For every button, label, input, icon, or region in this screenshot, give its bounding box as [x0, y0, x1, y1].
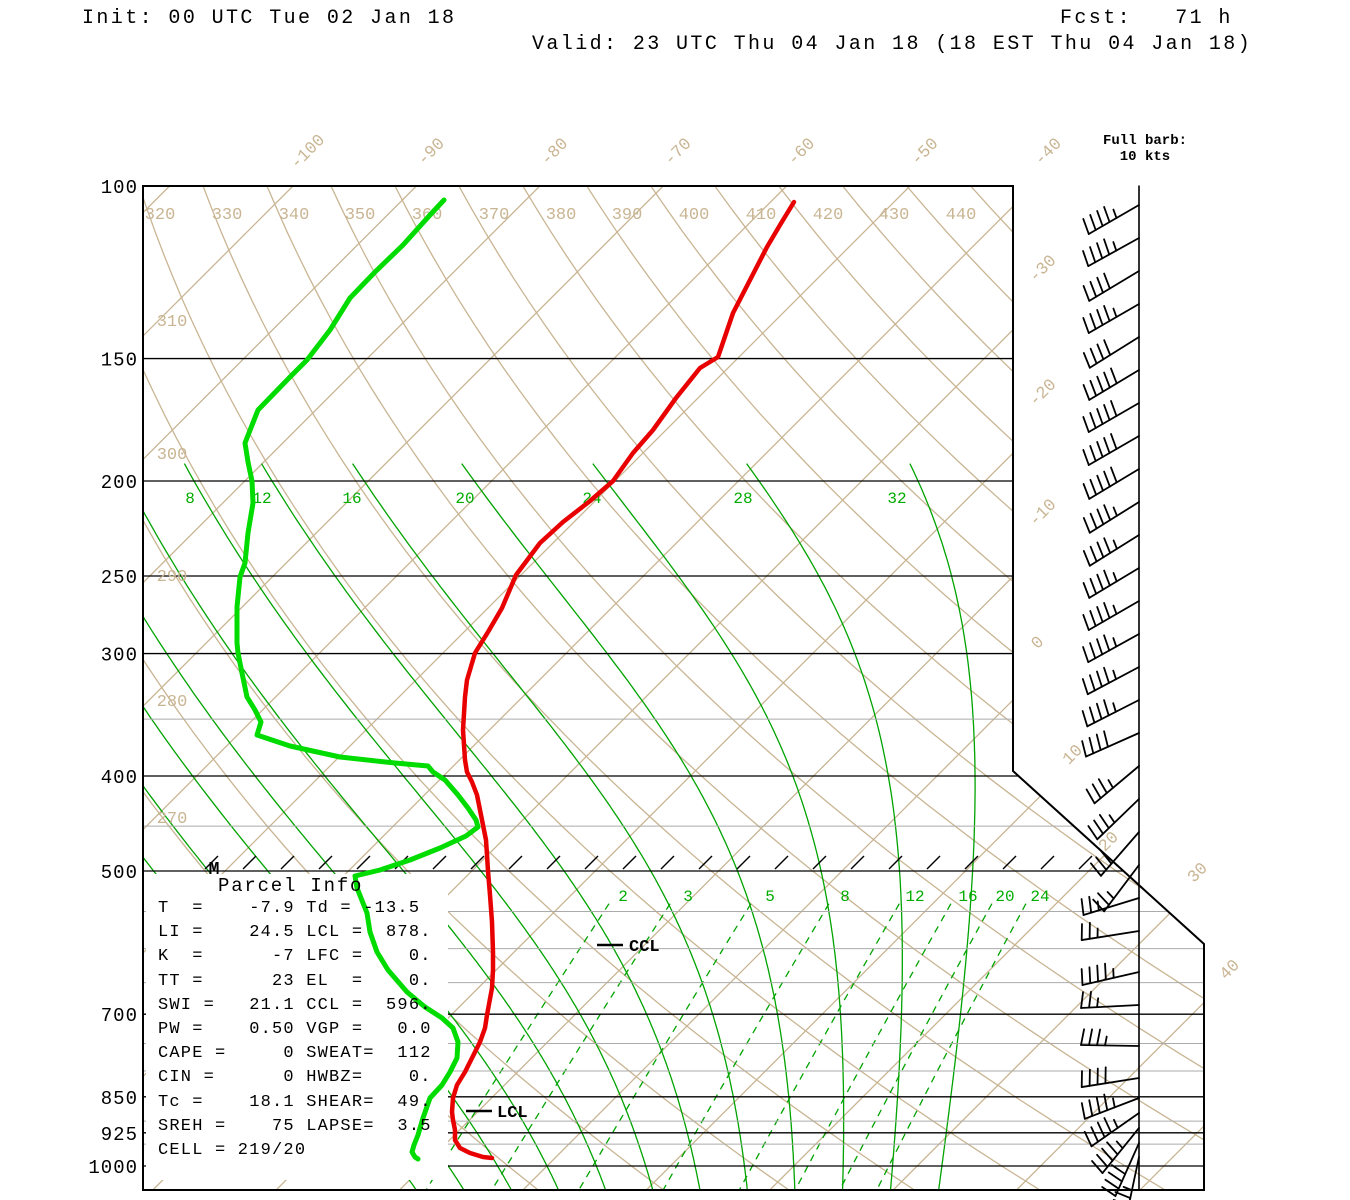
- svg-text:8: 8: [840, 888, 850, 906]
- svg-text:8: 8: [185, 490, 195, 508]
- svg-text:400: 400: [101, 767, 138, 789]
- svg-text:250: 250: [101, 567, 138, 589]
- svg-text:20: 20: [1096, 829, 1124, 857]
- svg-text:0: 0: [1028, 633, 1049, 654]
- svg-text:400: 400: [679, 206, 710, 225]
- svg-text:16: 16: [342, 490, 361, 508]
- svg-text:-80: -80: [538, 135, 573, 170]
- svg-text:390: 390: [612, 206, 643, 225]
- parcel-info-row: PW = 0.50 VGP = 0.0: [158, 1020, 432, 1040]
- svg-text:-50: -50: [908, 135, 943, 170]
- svg-text:100: 100: [101, 177, 138, 199]
- svg-text:370: 370: [479, 206, 510, 225]
- parcel-info-row: CIN = 0 HWBZ= 0.: [158, 1068, 432, 1088]
- svg-text:-70: -70: [661, 135, 696, 170]
- mixing-ratio-lines: [425, 903, 1027, 1190]
- svg-text:12: 12: [252, 490, 271, 508]
- chart-background: [143, 186, 1204, 1190]
- svg-text:380: 380: [546, 206, 577, 225]
- parcel-info-blank-box: [146, 874, 448, 1180]
- svg-text:24: 24: [1030, 888, 1049, 906]
- wind-barb-column: [1080, 185, 1140, 1200]
- svg-text:28: 28: [733, 490, 752, 508]
- svg-text:30: 30: [1185, 860, 1213, 888]
- parcel-info-row: T = -7.9 Td = -13.5: [158, 899, 421, 918]
- svg-text:LCL: LCL: [497, 1104, 528, 1123]
- svg-text:280: 280: [157, 693, 188, 712]
- svg-text:330: 330: [212, 206, 243, 225]
- svg-text:20: 20: [455, 490, 474, 508]
- parcel-info-row: SREH = 75 LAPSE= 3.5: [158, 1116, 432, 1136]
- legend-line2: 10 kts: [1119, 149, 1171, 165]
- svg-text:16: 16: [958, 888, 977, 906]
- svg-text:5: 5: [765, 888, 775, 906]
- svg-text:-30: -30: [1026, 252, 1061, 287]
- svg-text:420: 420: [813, 206, 844, 225]
- svg-text:410: 410: [746, 206, 777, 225]
- svg-text:340: 340: [279, 206, 310, 225]
- svg-text:310: 310: [157, 313, 188, 332]
- svg-text:290: 290: [157, 568, 188, 587]
- svg-text:-100: -100: [287, 131, 329, 173]
- svg-text:200: 200: [101, 472, 138, 494]
- svg-text:320: 320: [145, 206, 176, 225]
- parcel-info-panel: Parcel Info T = -7.9 Td = -13.5 LI = 24.…: [158, 875, 432, 1163]
- svg-text:-60: -60: [785, 135, 820, 170]
- svg-text:925: 925: [101, 1124, 138, 1146]
- svg-text:500: 500: [101, 862, 138, 884]
- chart-border: [142, 185, 1205, 1191]
- parcel-info-row: TT = 23 EL = 0.: [158, 971, 432, 991]
- svg-text:270: 270: [157, 810, 188, 829]
- parcel-info-row: CELL = 219/20: [158, 1141, 307, 1161]
- svg-text:40: 40: [1217, 957, 1245, 985]
- svg-text:440: 440: [946, 206, 977, 225]
- level-markers: M CCL LCL: [209, 860, 660, 1123]
- init-time-label: Init: 00 UTC Tue 02 Jan 18: [82, 7, 457, 30]
- pressure-axis-labels: 100 150 200 250 300 400 500 700 850 925 1000: [88, 177, 138, 1179]
- svg-text:-90: -90: [414, 135, 449, 170]
- wind-barb-legend: Full barb: 10 kts: [1075, 133, 1215, 165]
- parcel-info-row: LI = 24.5 LCL = 878.: [158, 923, 432, 943]
- svg-text:300: 300: [101, 645, 138, 667]
- dewpoint-trace: [234, 197, 481, 1162]
- svg-text:300: 300: [157, 446, 188, 465]
- svg-text:20: 20: [995, 888, 1014, 906]
- svg-text:CCL: CCL: [629, 938, 660, 957]
- svg-text:700: 700: [101, 1005, 138, 1027]
- svg-text:350: 350: [345, 206, 376, 225]
- parcel-info-row: CAPE = 0 SWEAT= 112: [158, 1044, 432, 1064]
- parcel-info-row: SWI = 21.1 CCL = 596.: [158, 995, 432, 1015]
- sounding-traces: [234, 197, 797, 1162]
- svg-text:150: 150: [101, 350, 138, 372]
- valid-time-label: Valid: 23 UTC Thu 04 Jan 18 (18 EST Thu …: [532, 33, 1253, 56]
- svg-text:3: 3: [683, 888, 693, 906]
- parcel-info-row: Tc = 18.1 SHEAR= 49.: [158, 1092, 432, 1112]
- svg-text:-20: -20: [1026, 376, 1061, 411]
- legend-line1: Full barb:: [1102, 133, 1187, 149]
- svg-text:-40: -40: [1031, 135, 1066, 170]
- svg-text:12: 12: [905, 888, 924, 906]
- svg-text:1000: 1000: [88, 1157, 138, 1179]
- svg-text:850: 850: [101, 1088, 138, 1110]
- svg-text:32: 32: [887, 490, 906, 508]
- svg-text:-10: -10: [1026, 496, 1061, 531]
- temperature-trace: [449, 199, 797, 1161]
- parcel-info-row: K = -7 LFC = 0.: [158, 947, 432, 967]
- parcel-info-title: Parcel Info: [218, 875, 364, 897]
- svg-text:M: M: [209, 860, 220, 880]
- svg-text:2: 2: [618, 888, 628, 906]
- forecast-hour-label: Fcst: 71 h: [1060, 7, 1233, 30]
- svg-text:430: 430: [879, 206, 910, 225]
